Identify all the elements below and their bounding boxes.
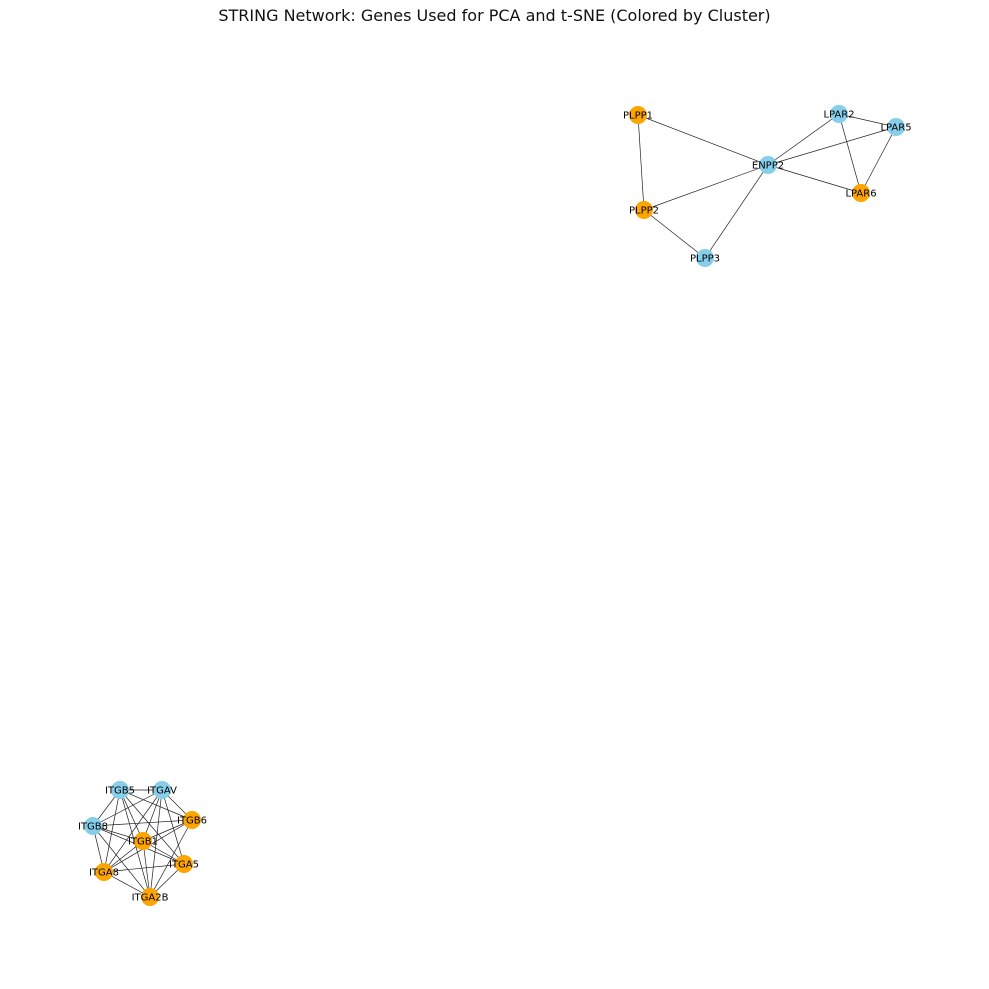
node-itgb6: ITGB6 [177,811,207,829]
node-itgb8: ITGB8 [78,817,108,835]
node-circle-plpp3 [696,249,714,267]
node-label-itgb1: ITGB1 [128,837,158,848]
node-label-plpp3: PLPP3 [690,254,720,265]
node-circle-itgb8 [84,817,102,835]
node-label-itga2b: ITGA2B [132,893,169,904]
node-label-itga5: ITGA5 [169,860,199,871]
node-plpp1: PLPP1 [623,106,653,124]
node-circle-itga2b [141,888,159,906]
edge-itgb5-itgb1 [119,789,144,842]
edge-lpar2-lpar6 [838,113,862,194]
node-circle-lpar2 [830,105,848,123]
node-itgb5: ITGB5 [105,781,135,799]
node-circle-lpar5 [887,118,905,136]
node-label-lpar6: LPAR6 [845,189,876,200]
node-lpar2: LPAR2 [823,105,855,123]
node-lpar5: LPAR5 [880,118,912,136]
node-circle-plpp1 [629,106,647,124]
edge-lpar5-lpar6 [860,126,897,194]
node-itgav: ITGAV [147,781,177,799]
node-circle-lpar6 [852,184,870,202]
edge-enpp2-lpar6 [767,164,862,194]
node-label-itgb8: ITGB8 [78,822,108,833]
node-plpp3: PLPP3 [690,249,720,267]
node-label-enpp2: ENPP2 [752,161,784,172]
edge-plpp1-enpp2 [637,114,769,166]
node-label-itga8: ITGA8 [89,868,119,879]
node-label-itgb5: ITGB5 [105,786,135,797]
edge-itgb8-itga2b [92,825,151,898]
node-circle-itga8 [95,863,113,881]
edge-itgav-itga5 [161,789,185,865]
node-label-plpp2: PLPP2 [629,206,659,217]
edge-itga5-itga8 [103,863,185,873]
edge-lpar2-lpar5 [838,113,897,128]
edge-itgb6-itgb8 [92,819,193,827]
edge-enpp2-lpar2 [767,113,840,166]
node-label-plpp1: PLPP1 [623,111,653,122]
node-circle-itgb6 [183,811,201,829]
node-circle-itgb1 [134,832,152,850]
edge-plpp2-enpp2 [643,164,769,211]
node-circle-itgb5 [111,781,129,799]
node-label-lpar5: LPAR5 [880,123,911,134]
node-circle-enpp2 [759,156,777,174]
node-itga5: ITGA5 [169,855,199,873]
node-circle-plpp2 [635,201,653,219]
node-lpar6: LPAR6 [845,184,877,202]
edges-layer [92,113,897,898]
node-label-itgb6: ITGB6 [177,816,207,827]
edge-itgav-itgb8 [92,789,163,827]
node-itga2b: ITGA2B [132,888,169,906]
edge-itgb5-itga5 [119,789,185,865]
node-circle-itga5 [175,855,193,873]
node-enpp2: ENPP2 [752,156,784,174]
edge-plpp2-plpp3 [643,209,706,259]
node-itga8: ITGA8 [89,863,119,881]
node-label-itgav: ITGAV [147,786,177,797]
edge-itgav-itgb1 [142,789,163,842]
page-title: STRING Network: Genes Used for PCA and t… [218,6,771,25]
edge-itgb5-itga8 [103,789,121,873]
edge-plpp1-plpp2 [637,114,645,211]
node-itgb1: ITGB1 [128,832,158,850]
edge-itgb1-itga2b [142,840,151,898]
node-plpp2: PLPP2 [629,201,659,219]
node-label-lpar2: LPAR2 [823,110,854,121]
edge-plpp3-enpp2 [704,164,769,259]
nodes-layer: PLPP1 LPAR2 LPAR5 ENPP2 LPAR6 PLPP2 PLPP3 ITGB5… [78,105,912,906]
edge-itgav-itga2b [149,789,163,898]
node-circle-itgav [153,781,171,799]
edge-itgb5-itgb6 [119,789,193,821]
edge-enpp2-lpar5 [767,126,897,166]
edge-itgav-itga8 [103,789,163,873]
